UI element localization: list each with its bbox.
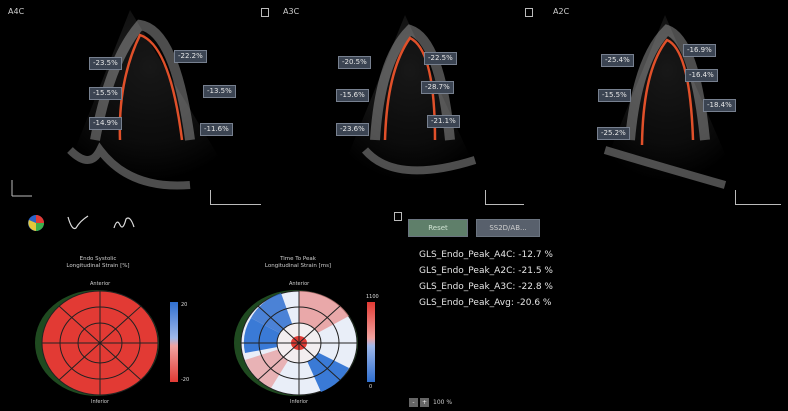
zoom-level: 100 %	[433, 399, 453, 406]
segment-strain-tag: -11.6%	[200, 123, 233, 136]
bullseye-title: Time To Peak Longitudinal Strain [ms]	[264, 256, 332, 269]
zoom-out-button[interactable]: -	[409, 398, 418, 407]
myocardium-trace	[118, 33, 184, 141]
reset-button[interactable]: Reset	[408, 219, 468, 237]
gls-row-a3c: GLS_Endo_Peak_A3C: -22.8 %	[419, 282, 553, 292]
color-bar-max: 1100	[366, 294, 379, 300]
color-bar-max: 20	[181, 302, 188, 308]
bullseye-title: Endo Systolic Longitudinal Strain [%]	[66, 256, 130, 269]
bullseye-top-label: Anterior	[90, 281, 111, 287]
bullseye-bottom-label: Inferior	[91, 399, 110, 405]
gls-row-avg: GLS_Endo_Peak_Avg: -20.6 %	[419, 298, 551, 308]
segment-strain-tag: -18.4%	[703, 99, 736, 112]
segment-strain-tag: -23.6%	[336, 123, 369, 136]
segment-strain-tag: -28.7%	[421, 81, 454, 94]
multi-curve-icon[interactable]	[112, 213, 136, 233]
segment-strain-tag: -13.5%	[203, 85, 236, 98]
segment-strain-tag: -15.5%	[598, 89, 631, 102]
color-bar-min: 0	[369, 384, 373, 390]
segment-strain-tag: -23.5%	[89, 57, 122, 70]
zoom-in-button[interactable]: +	[420, 398, 429, 407]
color-map-icon[interactable]	[26, 212, 46, 234]
view-label: A2C	[553, 7, 570, 16]
gls-value: -21.5 %	[518, 266, 553, 276]
corner-marker-icon[interactable]	[525, 8, 533, 17]
segment-strain-tag: -22.2%	[174, 50, 207, 63]
segment-strain-tag: -16.4%	[685, 69, 718, 82]
strain-color-bar	[170, 302, 178, 382]
gls-row-a4c: GLS_Endo_Peak_A4C: -12.7 %	[419, 250, 553, 260]
ultrasound-image	[330, 15, 490, 200]
gls-value: -12.7 %	[518, 250, 553, 260]
segment-strain-tag: -25.2%	[597, 127, 630, 140]
strain-curve-icon[interactable]	[66, 213, 90, 233]
segment-strain-tag: -21.1%	[427, 115, 460, 128]
echo-view-a2c[interactable]: A2C -25.4% -16.9% -15.5% -16.4% -25.2% -…	[545, 0, 788, 210]
gls-name: GLS_Endo_Peak_A2C:	[419, 266, 516, 276]
ultrasound-image	[590, 15, 745, 200]
ultrasound-image	[11, 10, 245, 200]
segment-strain-tag: -14.9%	[89, 117, 122, 130]
bullseye-bottom-label: Inferior	[290, 399, 309, 405]
gls-name: GLS_Endo_Peak_Avg:	[419, 298, 514, 308]
myocardium-trace	[640, 38, 695, 146]
segment-strain-tag: -25.4%	[601, 54, 634, 67]
segment-strain-tag: -16.9%	[683, 44, 716, 57]
color-bar-min: -20	[181, 377, 190, 383]
segment-strain-tag: -15.6%	[336, 89, 369, 102]
depth-scale	[210, 190, 261, 205]
view-label: A3C	[283, 7, 300, 16]
depth-scale	[735, 190, 781, 205]
options-button[interactable]: SS2D/AB...	[476, 219, 540, 237]
time-bullseye-plot[interactable]	[231, 288, 361, 398]
gls-row-a2c: GLS_Endo_Peak_A2C: -21.5 %	[419, 266, 553, 276]
gls-value: -20.6 %	[516, 298, 552, 308]
gls-name: GLS_Endo_Peak_A4C:	[419, 250, 516, 260]
panel-marker-icon[interactable]	[394, 212, 402, 221]
view-label: A4C	[8, 7, 25, 16]
echo-view-a3c[interactable]: A3C -20.5% -22.5% -15.6% -28.7% -23.6% -…	[275, 0, 535, 210]
corner-marker-icon[interactable]	[261, 8, 269, 17]
strain-bullseye-plot[interactable]	[32, 288, 162, 398]
time-color-bar	[367, 302, 375, 382]
segment-strain-tag: -15.5%	[89, 87, 122, 100]
echo-view-a4c[interactable]: A4C -23.5% -22.2% -13.5% -15.5% -14.9% -…	[0, 0, 269, 210]
segment-strain-tag: -20.5%	[338, 56, 371, 69]
gls-name: GLS_Endo_Peak_A3C:	[419, 282, 516, 292]
segment-strain-tag: -22.5%	[424, 52, 457, 65]
depth-scale	[485, 190, 524, 205]
bullseye-top-label: Anterior	[289, 281, 310, 287]
gls-value: -22.8 %	[518, 282, 553, 292]
